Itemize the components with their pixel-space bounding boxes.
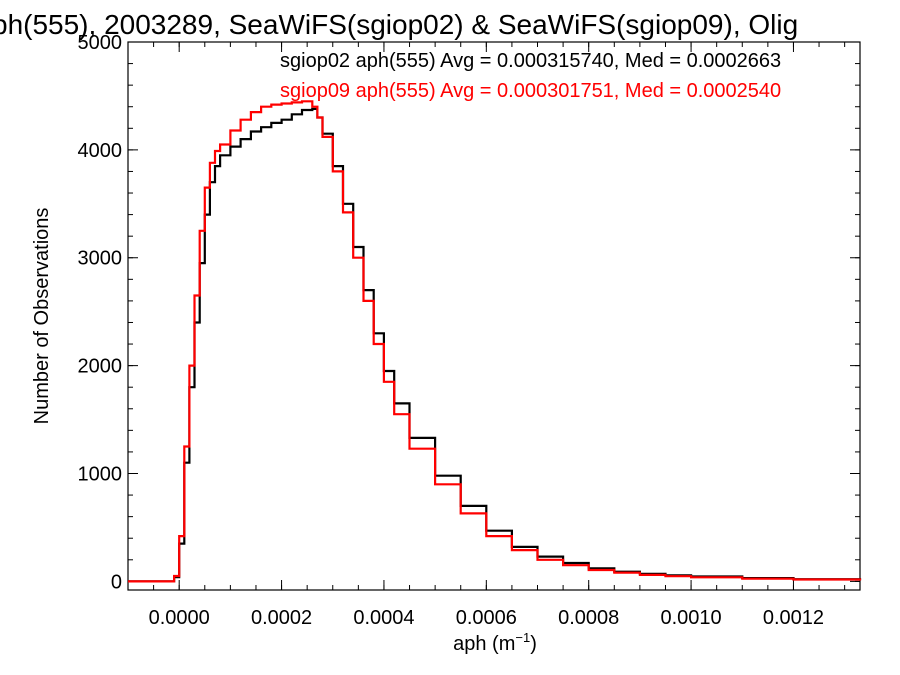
y-tick-label: 5000 bbox=[78, 32, 123, 54]
x-axis-label-close: ) bbox=[530, 633, 537, 655]
axis-ticks bbox=[127, 41, 860, 590]
y-tick-labels: 0 1000 2000 3000 4000 5000 bbox=[78, 32, 123, 593]
plot-frame bbox=[127, 41, 861, 591]
y-axis-label: Number of Observations bbox=[31, 208, 53, 425]
series-line-0 bbox=[128, 107, 862, 583]
x-tick-label: 0.0012 bbox=[763, 607, 824, 629]
x-tick-labels: 0.0000 0.0002 0.0004 0.0006 0.0008 0.0010 0.00… bbox=[149, 607, 824, 629]
x-axis-label: aph (m−1) bbox=[453, 630, 537, 655]
y-tick-label: 2000 bbox=[78, 356, 123, 378]
legend-entry-sgiop02: sgiop02 aph(555) Avg = 0.000315740, Med … bbox=[280, 50, 781, 72]
x-axis-label-main: aph (m bbox=[453, 633, 515, 655]
legend-entry-sgiop09: sgiop09 aph(555) Avg = 0.000301751, Med … bbox=[280, 80, 781, 102]
y-tick-label: 0 bbox=[111, 571, 122, 593]
series-line-1 bbox=[128, 100, 862, 583]
y-tick-label: 1000 bbox=[78, 463, 123, 485]
chart-title: ph(555), 2003289, SeaWiFS(sgiop02) & Sea… bbox=[0, 9, 798, 40]
x-tick-label: 0.0008 bbox=[558, 607, 619, 629]
x-tick-label: 0.0010 bbox=[660, 607, 721, 629]
x-tick-label: 0.0004 bbox=[353, 607, 414, 629]
x-tick-label: 0.0002 bbox=[251, 607, 312, 629]
y-tick-label: 4000 bbox=[78, 140, 123, 162]
x-axis-label-exponent: −1 bbox=[515, 630, 530, 645]
x-tick-label: 0.0006 bbox=[456, 607, 517, 629]
x-tick-label: 0.0000 bbox=[149, 607, 210, 629]
y-tick-label: 3000 bbox=[78, 248, 123, 270]
series-lines bbox=[128, 100, 862, 583]
